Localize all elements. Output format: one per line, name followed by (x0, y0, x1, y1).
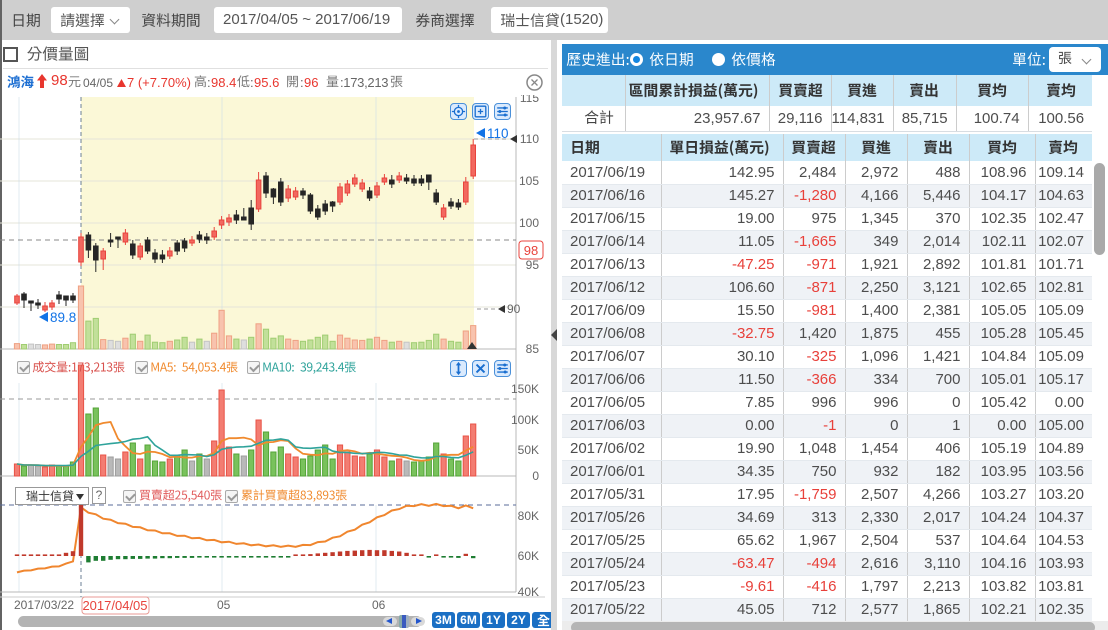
svg-text:110: 110 (520, 132, 539, 146)
svg-text:40K: 40K (518, 585, 539, 599)
svg-text:60K: 60K (518, 549, 539, 563)
svg-text:98: 98 (524, 243, 538, 258)
svg-text:2017/04/05: 2017/04/05 (82, 598, 147, 613)
svg-text:2017/03/22: 2017/03/22 (14, 598, 74, 612)
svg-text:100: 100 (519, 216, 539, 230)
svg-text:115: 115 (520, 95, 539, 105)
svg-text:95: 95 (526, 258, 540, 272)
svg-text:0: 0 (532, 469, 539, 483)
svg-text:110: 110 (487, 126, 509, 141)
svg-text:85: 85 (526, 342, 540, 356)
svg-text:89.8: 89.8 (50, 310, 76, 325)
svg-text:105: 105 (519, 174, 539, 188)
svg-text:05: 05 (217, 598, 231, 612)
svg-text:90: 90 (507, 302, 521, 316)
svg-text:150K: 150K (511, 382, 539, 396)
svg-text:100K: 100K (511, 413, 539, 427)
svg-text:80K: 80K (518, 509, 539, 523)
svg-text:50K: 50K (518, 443, 539, 457)
svg-text:06: 06 (372, 598, 386, 612)
